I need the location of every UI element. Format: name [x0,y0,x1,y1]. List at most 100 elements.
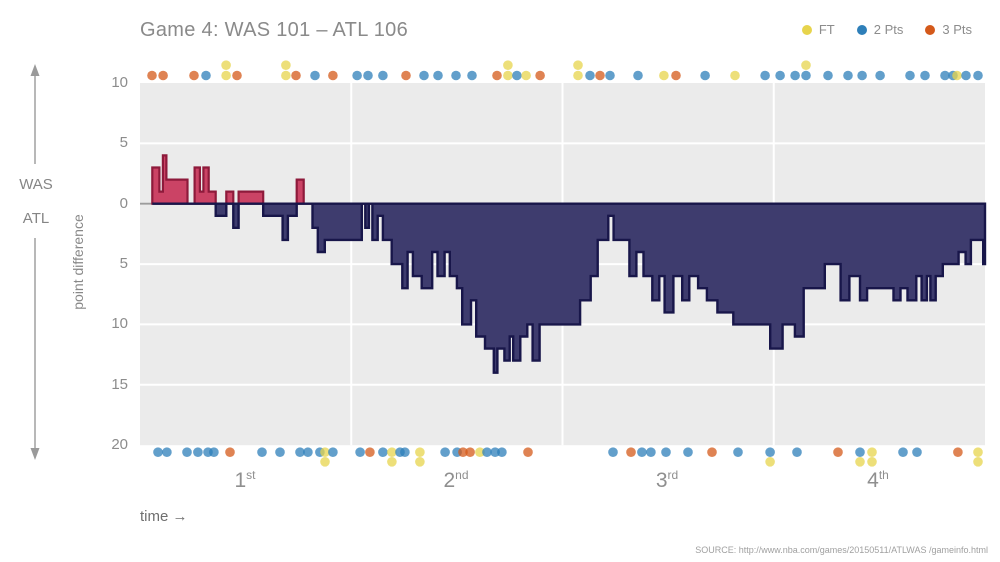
x-axis-label: time → [140,508,188,525]
atl-event-dot-2 [661,447,671,458]
atl-event-dot-2 [440,447,450,458]
was-event-dot-2 [201,70,211,81]
was-event-dot-3 [328,70,338,81]
q1-suffix: st [246,468,256,482]
was-event-dot-2 [801,70,811,81]
atl-event-dot-2 [497,447,507,458]
was-event-dot-2 [940,70,950,81]
atl-event-dot-3 [833,447,843,458]
atl-event-dot-ft [387,457,397,467]
atl-event-dot-ft [320,457,330,467]
was-event-dot-2 [585,70,595,81]
was-event-dot-2 [905,70,915,81]
q2-suffix: nd [455,468,469,482]
was-event-dot-ft [573,70,583,81]
atl-event-dot-2 [153,447,163,458]
was-event-dot-ft [221,60,231,70]
legend-item-3pts: 3 Pts [925,22,972,37]
three-pts-dot-icon [925,24,936,35]
atl-event-dot-ft [855,457,865,467]
was-event-dot-2 [843,70,853,81]
was-event-dot-2 [378,70,388,81]
was-event-dot-ft [503,60,513,70]
atl-event-dot-2 [162,447,172,458]
atl-event-dot-ft [387,447,397,458]
was-event-dot-ft [281,60,291,70]
was-event-dot-3 [158,70,168,81]
atl-event-dot-2 [182,447,192,458]
was-event-dot-2 [775,70,785,81]
step-area-atl-lead [152,202,987,374]
atl-event-dot-2 [733,447,743,458]
was-event-dot-ft [521,70,531,81]
y-tick-10-atl: 10 [111,315,128,332]
x-tick-q3: 3rd [627,468,707,493]
atl-event-dot-2 [328,447,338,458]
was-event-dot-2 [633,70,643,81]
team-label-was: WAS [19,176,53,193]
q4-num: 4 [867,469,879,492]
q1-num: 1 [234,469,247,492]
atl-event-dot-ft [415,447,425,458]
was-event-dot-ft [730,70,740,81]
was-event-dot-3 [232,70,242,81]
atl-event-dot-ft [867,457,877,467]
was-event-dot-2 [823,70,833,81]
y-tick-0: 0 [119,195,128,212]
was-event-dot-3 [147,70,157,81]
q3-suffix: rd [667,468,679,482]
legend-item-2pts: 2 Pts [856,22,903,37]
atl-event-dot-2 [275,447,285,458]
atl-event-dot-3 [707,447,717,458]
was-event-dot-2 [961,70,971,81]
was-event-dot-2 [973,70,983,81]
y-tick-5-atl: 5 [119,255,128,272]
atl-event-dot-2 [193,447,203,458]
was-event-dot-ft [952,70,962,81]
was-event-dot-3 [535,70,545,81]
atl-event-dot-2 [295,447,305,458]
legend: FT 2 Pts 3 Pts [801,22,972,37]
x-tick-q2: 2nd [416,468,496,493]
legend-label-ft: FT [818,22,835,37]
atl-event-dot-2 [482,447,492,458]
atl-event-dot-2 [898,447,908,458]
was-event-dot-2 [700,70,710,81]
x-tick-q4: 4th [838,468,918,493]
was-event-dot-2 [451,70,461,81]
was-event-dot-2 [419,70,429,81]
atl-event-dot-2 [792,447,802,458]
atl-event-dot-2 [683,447,693,458]
atl-event-dot-2 [646,447,656,458]
atl-event-dot-ft [973,457,983,467]
y-axis-arrow [30,64,40,460]
was-event-dot-2 [467,70,477,81]
atl-event-dot-2 [209,447,219,458]
two-pts-dot-icon [856,24,867,35]
q2-num: 2 [443,469,456,492]
atl-event-dot-3 [465,447,475,458]
source-note: SOURCE: http://www.nba.com/games/2015051… [695,545,988,555]
was-event-dot-ft [659,70,669,81]
page-title: Game 4: WAS 101 – ATL 106 [140,19,409,41]
atl-event-dot-3 [225,447,235,458]
atl-event-dot-2 [765,447,775,458]
was-event-dot-2 [512,70,522,81]
atl-event-dot-3 [626,447,636,458]
atl-event-dot-2 [637,447,647,458]
q4-suffix: th [878,468,889,482]
q3-num: 3 [655,469,668,492]
atl-event-dot-2 [490,447,500,458]
atl-event-dot-3 [523,447,533,458]
atl-event-dot-2 [303,447,313,458]
atl-event-dot-3 [953,447,963,458]
was-event-dot-3 [291,70,301,81]
x-tick-q1: 1st [205,468,285,493]
was-event-dot-3 [189,70,199,81]
team-label-atl: ATL [22,210,50,227]
y-tick-5-was: 5 [119,134,128,151]
y-tick-10-was: 10 [111,74,128,91]
was-event-dot-3 [401,70,411,81]
